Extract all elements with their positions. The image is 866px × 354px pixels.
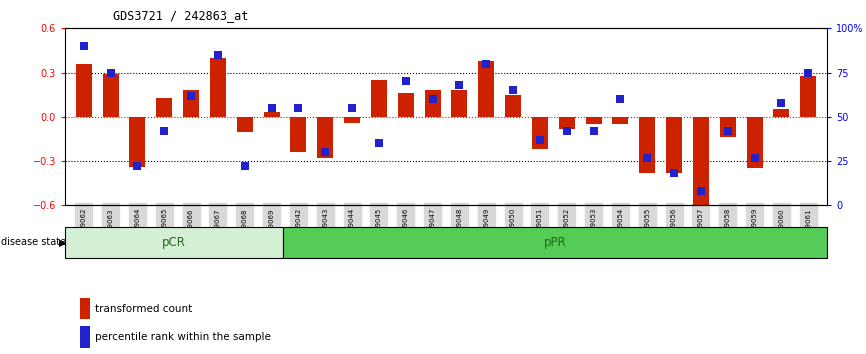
Bar bbox=[210, 58, 226, 117]
Bar bbox=[720, 117, 736, 137]
Point bbox=[586, 128, 600, 134]
Bar bbox=[532, 117, 548, 149]
Bar bbox=[639, 117, 656, 173]
Point bbox=[372, 141, 386, 146]
Point bbox=[694, 188, 708, 194]
Bar bbox=[612, 117, 629, 124]
Bar bbox=[371, 80, 387, 117]
Point bbox=[721, 128, 734, 134]
Bar bbox=[424, 90, 441, 117]
Point bbox=[801, 70, 815, 75]
Bar bbox=[81, 326, 90, 348]
Bar bbox=[317, 117, 333, 158]
Bar bbox=[773, 109, 790, 117]
Point bbox=[640, 155, 654, 160]
Bar bbox=[451, 90, 468, 117]
Point bbox=[77, 43, 91, 49]
Text: disease state: disease state bbox=[1, 238, 66, 247]
Point bbox=[184, 93, 198, 98]
Text: ▶: ▶ bbox=[59, 238, 67, 247]
Bar bbox=[397, 93, 414, 117]
Point bbox=[479, 61, 493, 67]
Bar bbox=[505, 95, 521, 117]
Point bbox=[559, 128, 573, 134]
Point bbox=[667, 171, 681, 176]
Point bbox=[238, 164, 252, 169]
Point bbox=[346, 105, 359, 111]
Point bbox=[774, 100, 788, 105]
Bar bbox=[290, 117, 307, 152]
Text: transformed count: transformed count bbox=[95, 303, 192, 314]
Bar bbox=[65, 227, 282, 258]
Text: pPR: pPR bbox=[544, 236, 566, 249]
Bar bbox=[559, 117, 575, 129]
Point bbox=[131, 164, 145, 169]
Text: percentile rank within the sample: percentile rank within the sample bbox=[95, 332, 271, 342]
Point bbox=[211, 52, 225, 58]
Point bbox=[292, 105, 306, 111]
Point bbox=[158, 128, 171, 134]
Bar bbox=[344, 117, 360, 123]
Point bbox=[319, 149, 333, 155]
Bar bbox=[800, 75, 817, 117]
Bar bbox=[263, 113, 280, 117]
Bar bbox=[282, 227, 827, 258]
Point bbox=[104, 70, 118, 75]
Bar bbox=[183, 90, 199, 117]
Bar bbox=[75, 64, 92, 117]
Text: GDS3721 / 242863_at: GDS3721 / 242863_at bbox=[113, 9, 248, 22]
Bar bbox=[585, 117, 602, 124]
Point bbox=[399, 79, 413, 84]
Point bbox=[426, 96, 440, 102]
Bar bbox=[102, 74, 119, 117]
Bar bbox=[666, 117, 682, 173]
Bar bbox=[693, 117, 709, 205]
Point bbox=[265, 105, 279, 111]
Bar bbox=[129, 117, 145, 167]
Bar bbox=[478, 61, 494, 117]
Bar bbox=[156, 98, 172, 117]
Text: pCR: pCR bbox=[162, 236, 185, 249]
Point bbox=[452, 82, 466, 88]
Bar bbox=[81, 298, 90, 319]
Point bbox=[533, 137, 546, 143]
Bar bbox=[746, 117, 763, 169]
Point bbox=[747, 155, 761, 160]
Point bbox=[613, 96, 627, 102]
Point bbox=[506, 87, 520, 93]
Bar bbox=[236, 117, 253, 132]
